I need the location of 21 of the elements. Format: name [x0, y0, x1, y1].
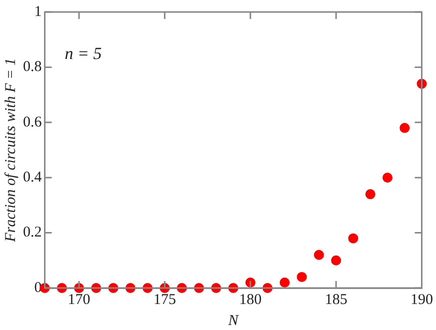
- point: [348, 233, 358, 244]
- x-tick-label: 175: [153, 292, 176, 308]
- x-axis-title: N: [227, 312, 240, 329]
- y-axis-title: Fraction of circuits with F = 1: [2, 58, 19, 243]
- annotation: n = 5: [64, 44, 102, 63]
- x-tick-label: 180: [239, 292, 262, 308]
- x-tick-label: 185: [324, 292, 348, 308]
- x-tick-label: 190: [410, 292, 433, 308]
- point: [365, 189, 376, 200]
- point: [280, 277, 290, 288]
- x-tick-label: 170: [68, 292, 90, 308]
- point: [382, 172, 392, 183]
- point: [296, 272, 307, 282]
- point: [314, 250, 324, 260]
- y-tick-label: 0.6: [23, 114, 42, 130]
- y-tick-label: 0.4: [23, 170, 42, 186]
- y-tick-label: 1: [34, 4, 42, 20]
- y-tick-label: 0.8: [23, 59, 42, 76]
- y-tick-label: 0.2: [23, 224, 42, 241]
- point: [400, 122, 410, 133]
- point: [331, 255, 342, 266]
